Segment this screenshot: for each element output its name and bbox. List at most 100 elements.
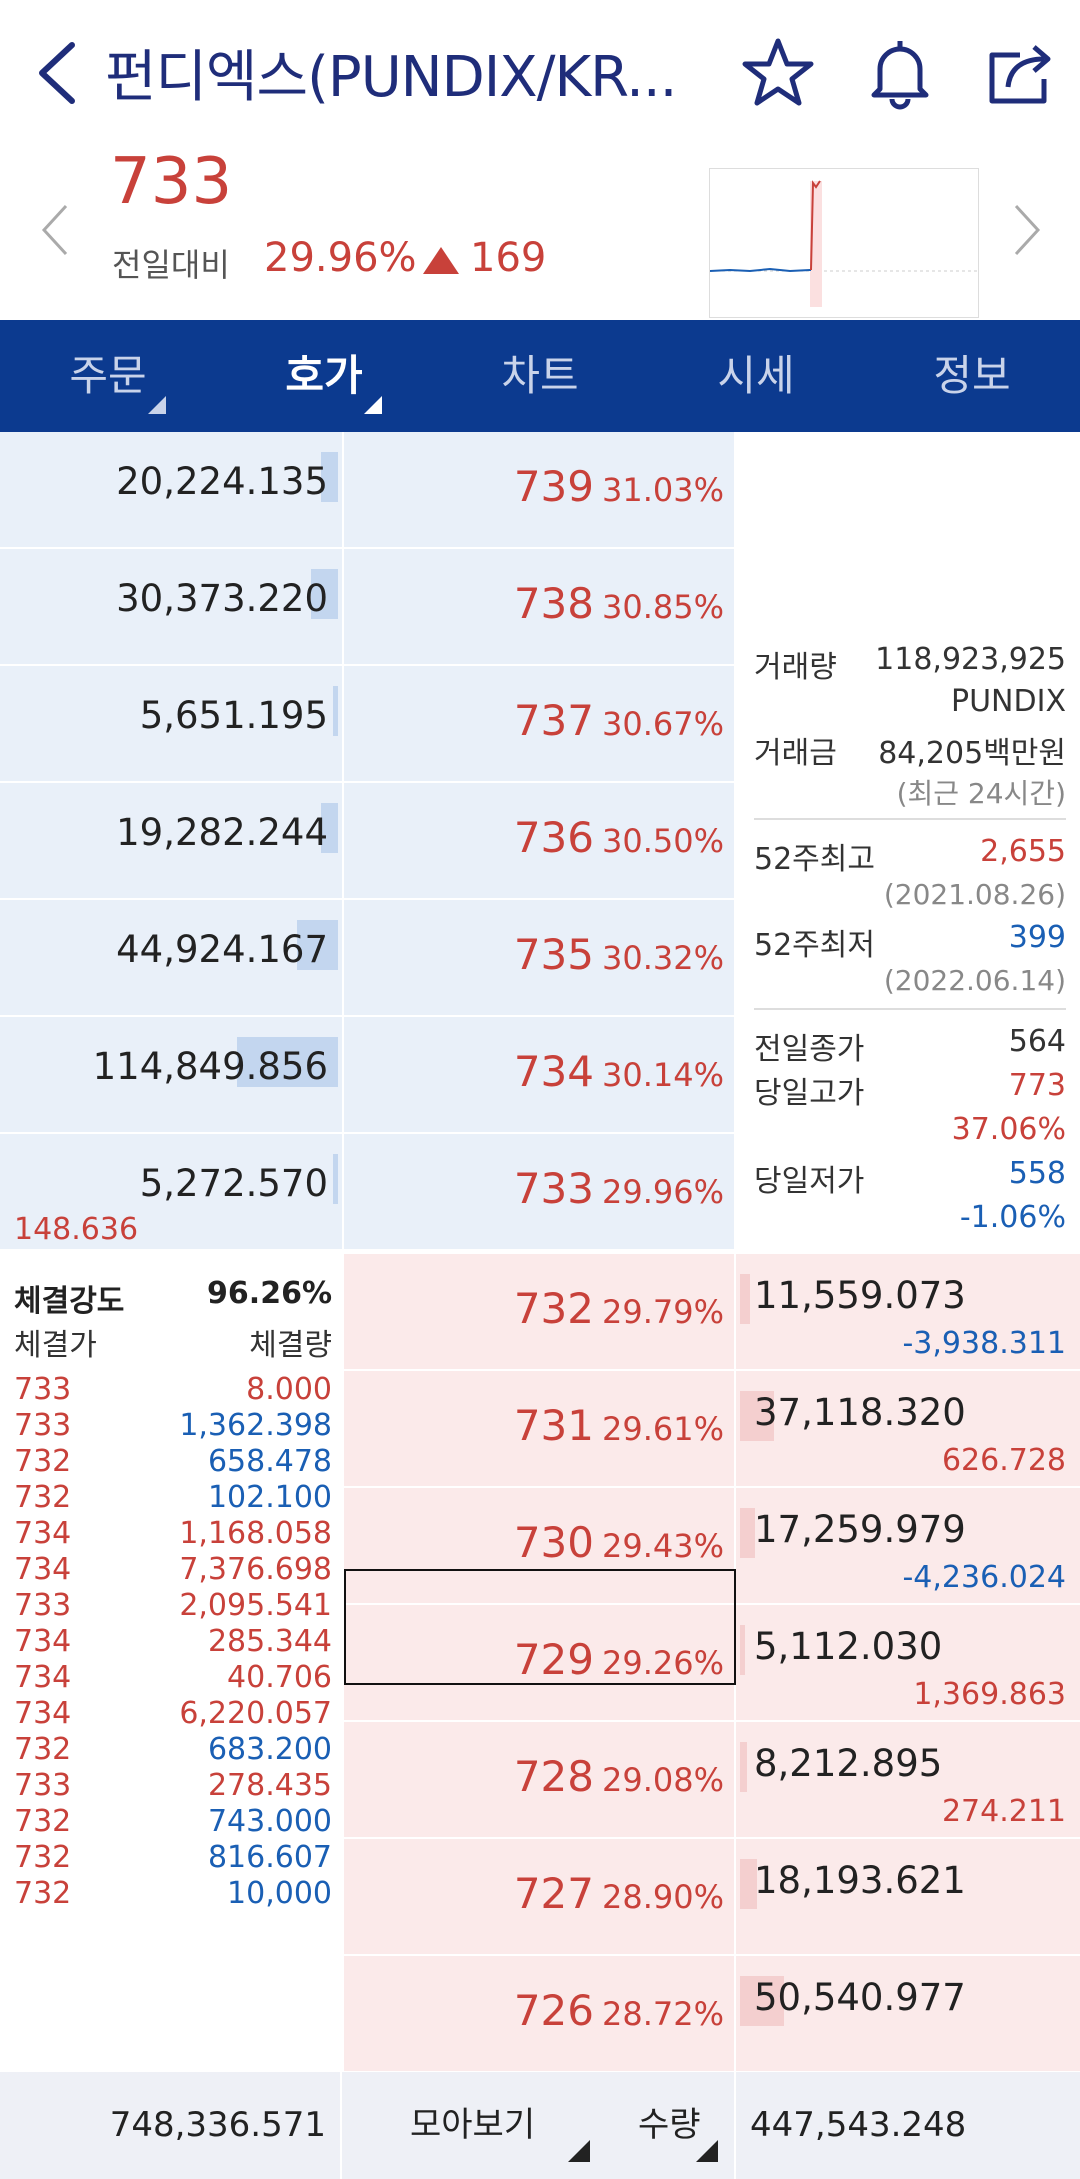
bid-row[interactable]: 728 29.08% 8,212.895 274.211 (0, 1722, 1080, 1839)
bid-row[interactable]: 726 28.72% 50,540.977 (0, 1956, 1080, 2073)
bid-qty-cell[interactable]: 8,212.895 274.211 (736, 1722, 1080, 1837)
tab-orderbook[interactable]: 호가 (216, 320, 432, 432)
ask-row[interactable]: 114,849.856 734 30.14% (0, 1017, 1080, 1134)
high52-value: 2,655 (980, 834, 1066, 869)
trade-history-panel: 체결강도 96.26% 체결가 체결량 733 8.000 733 1,362.398… (0, 1254, 342, 2072)
ask-price-cell[interactable]: 737 30.67% (344, 666, 734, 781)
ask-price: 734 (513, 1047, 594, 1096)
volume-value: 118,923,925 (875, 642, 1066, 677)
star-icon[interactable] (738, 35, 818, 110)
price-summary: 733 전일대비 29.96% 169 (0, 145, 1080, 320)
bid-row[interactable]: 730 29.43% 17,259.979 -4,236.024 (0, 1488, 1080, 1605)
chevron-right-icon[interactable] (1012, 200, 1042, 260)
ask-price-cell[interactable]: 733 29.96% (344, 1134, 734, 1249)
ask-price-cell[interactable]: 736 30.50% (344, 783, 734, 898)
ask-price-cell[interactable]: 735 30.32% (344, 900, 734, 1015)
divider (754, 818, 1066, 820)
bid-qty-cell[interactable]: 11,559.073 -3,938.311 (736, 1254, 1080, 1369)
bid-row[interactable]: 731 29.61% 37,118.320 626.728 (0, 1371, 1080, 1488)
unit-mode-button[interactable]: 수량 (638, 2105, 701, 2145)
chevron-left-icon[interactable] (40, 200, 70, 260)
corner-triangle-icon (568, 2140, 590, 2162)
ask-qty-cell[interactable]: 114,849.856 (0, 1017, 342, 1132)
tab-bar: 주문 호가 차트 시세 정보 (0, 320, 1080, 432)
bid-price: 726 (513, 1986, 594, 2035)
trade-price: 733 (14, 1588, 72, 1623)
trade-qty: 1,168.058 (179, 1516, 332, 1551)
bid-qty: 18,193.621 (754, 1859, 966, 1902)
ask-price: 736 (513, 813, 594, 862)
bell-icon[interactable] (860, 35, 940, 110)
ask-price-cell[interactable]: 738 30.85% (344, 549, 734, 664)
bid-price-cell[interactable]: 731 29.61% (344, 1371, 734, 1486)
ask-row[interactable]: 20,224.135 739 31.03% (0, 432, 1080, 549)
ask-price-cell[interactable]: 739 31.03% (344, 432, 734, 547)
bid-qty-change: -3,938.311 (902, 1326, 1066, 1361)
ask-row[interactable]: 44,924.167 735 30.32% (0, 900, 1080, 1017)
ask-price: 735 (513, 930, 594, 979)
footer-controls: 모아보기 수량 (344, 2072, 736, 2179)
ask-row[interactable]: 30,373.220 738 30.85% (0, 549, 1080, 666)
bid-percent: 29.79% (601, 1293, 724, 1331)
tab-order[interactable]: 주문 (0, 320, 216, 432)
ask-qty-cell[interactable]: 5,651.195 (0, 666, 342, 781)
share-icon[interactable] (980, 35, 1060, 110)
ask-volume-bar (310, 569, 338, 619)
bid-qty: 50,540.977 (754, 1976, 966, 2019)
ask-row[interactable]: 5,651.195 737 30.67% (0, 666, 1080, 783)
trade-row: 734 7,376.698 (0, 1552, 342, 1602)
trade-row: 734 40.706 (0, 1660, 342, 1710)
bid-price-cell[interactable]: 730 29.43% (344, 1488, 734, 1603)
bid-price-cell[interactable]: 732 29.79% (344, 1254, 734, 1369)
bid-qty: 5,112.030 (754, 1625, 943, 1668)
trade-value-note: (최근 24시간) (896, 777, 1066, 810)
trade-qty: 1,362.398 (179, 1408, 332, 1443)
bid-volume-bar (740, 1976, 785, 2026)
low52-value: 399 (1008, 920, 1066, 955)
bid-qty-cell[interactable]: 37,118.320 626.728 (736, 1371, 1080, 1486)
bid-price-cell[interactable]: 729 29.26% (344, 1605, 734, 1720)
ask-row[interactable]: 19,282.244 736 30.50% (0, 783, 1080, 900)
bid-price: 731 (513, 1401, 594, 1450)
tab-chart[interactable]: 차트 (501, 351, 579, 400)
ask-price: 733 (513, 1164, 594, 1213)
trade-row: 732 743.000 (0, 1804, 342, 1854)
ask-qty-cell[interactable]: 20,224.135 (0, 432, 342, 547)
tab-market[interactable]: 시세 (717, 351, 795, 400)
bid-qty-cell[interactable]: 50,540.977 (736, 1956, 1080, 2071)
bid-price-cell[interactable]: 728 29.08% (344, 1722, 734, 1837)
trade-price: 732 (14, 1732, 72, 1767)
ask-qty: 5,651.195 (139, 694, 328, 737)
bid-row[interactable]: 729 29.26% 5,112.030 1,369.863 (0, 1605, 1080, 1722)
ask-percent: 31.03% (601, 471, 724, 509)
ask-qty-cell[interactable]: 19,282.244 (0, 783, 342, 898)
bid-qty-cell[interactable]: 18,193.621 (736, 1839, 1080, 1954)
bid-volume-bar (740, 1859, 757, 1909)
total-ask-qty: 748,336.571 (0, 2072, 342, 2179)
ask-qty-cell[interactable]: 44,924.167 (0, 900, 342, 1015)
ask-row[interactable]: 5,272.570 733 29.96% (0, 1134, 1080, 1251)
ask-qty-cell[interactable]: 30,373.220 (0, 549, 342, 664)
bid-price: 732 (513, 1284, 594, 1333)
bid-price-cell[interactable]: 726 28.72% (344, 1956, 734, 2071)
prev-close-value: 564 (1008, 1024, 1066, 1059)
trade-row: 732 658.478 (0, 1444, 342, 1494)
ask-price-cell[interactable]: 734 30.14% (344, 1017, 734, 1132)
bid-row[interactable]: 727 28.90% 18,193.621 (0, 1839, 1080, 1956)
trade-row: 734 1,168.058 (0, 1516, 342, 1566)
divider (754, 1008, 1066, 1010)
ask-price: 738 (513, 579, 594, 628)
bid-price-cell[interactable]: 727 28.90% (344, 1839, 734, 1954)
trade-row: 733 8.000 (0, 1372, 342, 1422)
day-low-value: 558 (1008, 1156, 1066, 1191)
ask-percent: 30.32% (601, 939, 724, 977)
bid-row[interactable]: 732 29.79% 11,559.073 -3,938.311 (0, 1254, 1080, 1371)
tab-info[interactable]: 정보 (933, 351, 1011, 400)
ask-qty-cell[interactable]: 5,272.570 (0, 1134, 342, 1249)
back-icon[interactable] (30, 35, 90, 110)
trade-price: 734 (14, 1696, 72, 1731)
bid-qty-cell[interactable]: 17,259.979 -4,236.024 (736, 1488, 1080, 1603)
mini-price-chart[interactable] (709, 168, 980, 318)
view-mode-button[interactable]: 모아보기 (410, 2105, 536, 2145)
bid-qty-cell[interactable]: 5,112.030 1,369.863 (736, 1605, 1080, 1720)
